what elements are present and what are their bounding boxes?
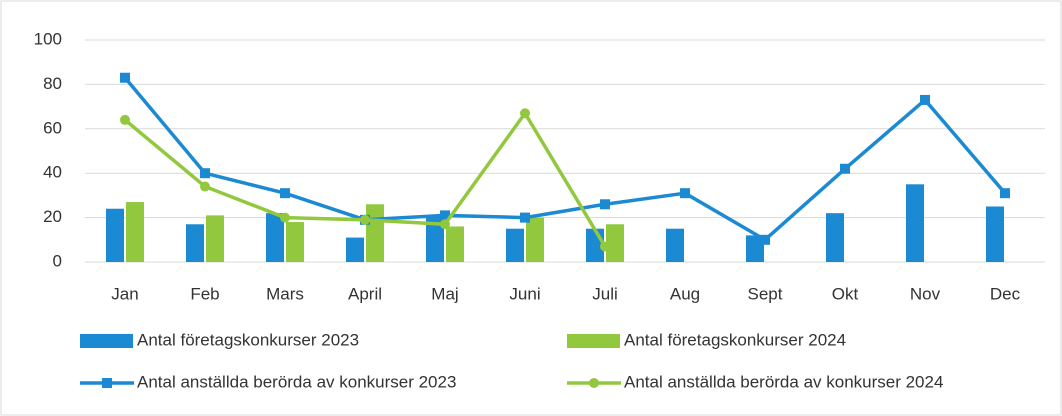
marker	[280, 188, 290, 199]
marker	[520, 212, 530, 223]
x-tick-label: Feb	[190, 284, 219, 303]
x-tick-label: Sept	[748, 284, 783, 303]
bar	[106, 208, 124, 262]
marker	[840, 163, 850, 174]
marker	[120, 114, 130, 125]
marker	[360, 214, 370, 225]
marker	[200, 168, 210, 179]
marker	[760, 234, 770, 245]
marker	[1000, 188, 1010, 199]
marker	[200, 181, 210, 192]
legend-swatch	[80, 334, 133, 348]
bar	[186, 224, 204, 262]
marker	[520, 108, 530, 119]
x-tick-label: Mars	[266, 284, 304, 303]
marker	[120, 72, 130, 83]
y-tick-label: 40	[43, 163, 62, 182]
y-tick-label: 100	[34, 29, 62, 48]
bar	[906, 184, 924, 262]
bar	[286, 222, 304, 262]
bar	[526, 217, 544, 262]
legend-label: Antal företagskonkurser 2023	[137, 330, 359, 349]
x-tick-label: Aug	[670, 284, 700, 303]
legend-label: Antal företagskonkurser 2024	[624, 330, 846, 349]
y-tick-label: 80	[43, 74, 62, 93]
x-tick-label: Jan	[111, 284, 138, 303]
bar	[746, 235, 764, 262]
marker	[280, 212, 290, 223]
bar	[666, 228, 684, 262]
bar	[826, 213, 844, 262]
line	[123, 76, 1007, 242]
bar	[126, 202, 144, 262]
bar	[986, 206, 1004, 262]
marker	[680, 188, 690, 199]
bar	[506, 228, 524, 262]
bar	[426, 215, 444, 262]
bar	[366, 204, 384, 262]
legend-marker	[102, 378, 112, 388]
marker	[440, 219, 450, 230]
bar	[346, 237, 364, 262]
bar	[206, 215, 224, 262]
x-tick-label: Juni	[509, 284, 540, 303]
legend-swatch	[567, 334, 620, 348]
x-tick-label: Maj	[431, 284, 458, 303]
legend-label: Antal anställda berörda av konkurser 202…	[137, 372, 456, 391]
marker	[920, 94, 930, 105]
marker	[440, 210, 450, 221]
y-tick-label: 0	[53, 251, 62, 270]
legend-label: Antal anställda berörda av konkurser 202…	[624, 372, 943, 391]
x-tick-label: Juli	[592, 284, 618, 303]
y-tick-label: 60	[43, 118, 62, 137]
x-tick-label: April	[348, 284, 382, 303]
bar	[446, 226, 464, 262]
x-tick-label: Nov	[910, 284, 941, 303]
legend-marker	[589, 378, 599, 388]
bar	[606, 224, 624, 262]
x-tick-label: Okt	[832, 284, 859, 303]
marker	[600, 241, 610, 252]
bar	[266, 213, 284, 262]
x-tick-label: Dec	[990, 284, 1021, 303]
marker	[600, 199, 610, 210]
y-tick-label: 20	[43, 207, 62, 226]
